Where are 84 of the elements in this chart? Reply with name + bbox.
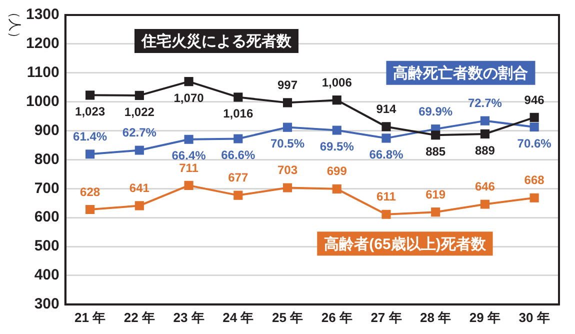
point <box>184 180 194 190</box>
data-label: 70.6% <box>517 136 552 150</box>
y-tick-label: 1200 <box>26 35 60 52</box>
point <box>480 200 490 209</box>
point <box>480 116 490 126</box>
point <box>234 92 243 102</box>
point <box>382 122 391 132</box>
y-axis-title: （人） <box>7 6 22 44</box>
data-label: 1,006 <box>322 75 352 90</box>
data-label: 72.7% <box>468 96 502 110</box>
series-label: 高齢者(65歳以上)死者数 <box>324 234 487 253</box>
y-tick-label: 1000 <box>26 92 60 110</box>
data-label: 997 <box>277 78 298 92</box>
data-label: 611 <box>376 190 396 204</box>
data-label: 946 <box>524 92 545 107</box>
x-tick-label: 22 年 <box>124 310 155 325</box>
text: 住宅火災による死者数 <box>140 32 292 50</box>
y-tick-label: 900 <box>34 122 60 139</box>
data-label: 69.5% <box>320 140 354 154</box>
point <box>382 210 391 219</box>
point <box>480 129 490 138</box>
point <box>184 134 194 144</box>
data-label: 641 <box>129 181 150 196</box>
x-tick-label: 25 年 <box>272 310 304 325</box>
point <box>234 134 243 144</box>
data-label: 1,022 <box>124 104 155 119</box>
x-tick-label: 27 年 <box>370 310 402 325</box>
y-tick-label: 500 <box>34 238 60 255</box>
data-label: 628 <box>80 184 100 199</box>
point <box>282 98 292 108</box>
point <box>86 204 95 214</box>
point <box>184 77 194 86</box>
data-label: 66.8% <box>369 148 404 162</box>
data-label: 677 <box>228 170 248 185</box>
y-tick-label: 400 <box>34 266 60 284</box>
data-label: 61.4% <box>73 129 108 144</box>
data-label: 1,023 <box>75 104 106 118</box>
y-tick-label: 300 <box>34 296 60 313</box>
point <box>282 183 292 192</box>
data-label: 66.4% <box>172 148 206 163</box>
point <box>282 122 292 132</box>
point <box>332 96 342 105</box>
data-label: 69.9% <box>418 104 453 118</box>
data-label: 668 <box>524 173 545 188</box>
point <box>86 150 95 159</box>
x-tick-label: 28 年 <box>420 310 452 325</box>
data-label: 619 <box>426 187 446 202</box>
point <box>134 90 144 100</box>
data-label: 1,070 <box>174 90 204 105</box>
point <box>431 130 440 140</box>
y-tick-label: 1300 <box>26 6 60 24</box>
data-label: 62.7% <box>122 126 157 140</box>
x-tick-label: 24 年 <box>222 310 254 325</box>
data-label: 1,016 <box>223 106 254 120</box>
x-tick-label: 30 年 <box>518 310 550 325</box>
y-tick-label: 1100 <box>26 64 60 82</box>
point <box>530 112 539 122</box>
data-label: 914 <box>376 102 397 116</box>
x-tick-label: 21 年 <box>74 310 106 325</box>
point <box>332 126 342 135</box>
point <box>86 90 95 100</box>
y-tick-label: 600 <box>34 208 60 226</box>
x-tick-label: 26 年 <box>321 310 352 325</box>
y-tick-label: 700 <box>34 180 60 197</box>
point <box>234 190 243 200</box>
data-label: 703 <box>277 163 298 178</box>
data-label: 711 <box>179 160 199 175</box>
text: 高齢死亡者数の割合 <box>393 64 528 82</box>
y-tick-label: 800 <box>34 150 60 168</box>
point <box>332 184 342 194</box>
data-label: 699 <box>326 164 348 178</box>
point <box>530 193 539 202</box>
x-tick-label: 29 年 <box>469 310 500 325</box>
point <box>382 134 391 143</box>
data-label: 889 <box>474 143 496 158</box>
point <box>530 122 539 132</box>
point <box>431 208 440 217</box>
point <box>134 146 144 155</box>
data-label: 646 <box>474 180 496 194</box>
x-tick-label: 23 年 <box>173 310 204 325</box>
data-label: 66.6% <box>221 148 256 162</box>
data-label: 70.5% <box>270 136 305 151</box>
data-label: 885 <box>426 144 446 158</box>
point <box>134 201 144 210</box>
